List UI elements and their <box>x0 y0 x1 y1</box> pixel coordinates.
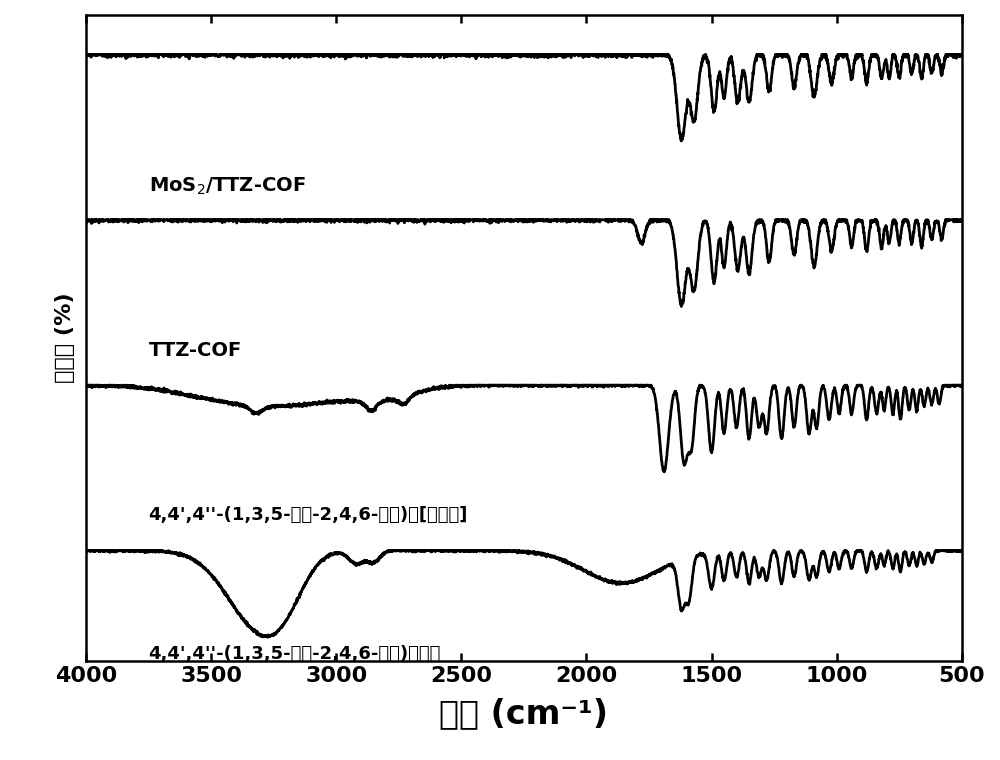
Y-axis label: 透过率 (%): 透过率 (%) <box>55 293 75 383</box>
Text: TTZ-COF: TTZ-COF <box>149 341 242 360</box>
Text: 4,4',4''-(1,3,5-三屑-2,4,6-三基)三[芯甲醛]: 4,4',4''-(1,3,5-三屑-2,4,6-三基)三[芯甲醛] <box>149 506 468 524</box>
X-axis label: 波数 (cm⁻¹): 波数 (cm⁻¹) <box>439 697 608 730</box>
Text: MoS$_2$/TTZ-COF: MoS$_2$/TTZ-COF <box>149 176 305 197</box>
Text: 4,4',4''-(1,3,5-三屑-2,4,6-三基)三苯胺: 4,4',4''-(1,3,5-三屑-2,4,6-三基)三苯胺 <box>149 645 441 663</box>
